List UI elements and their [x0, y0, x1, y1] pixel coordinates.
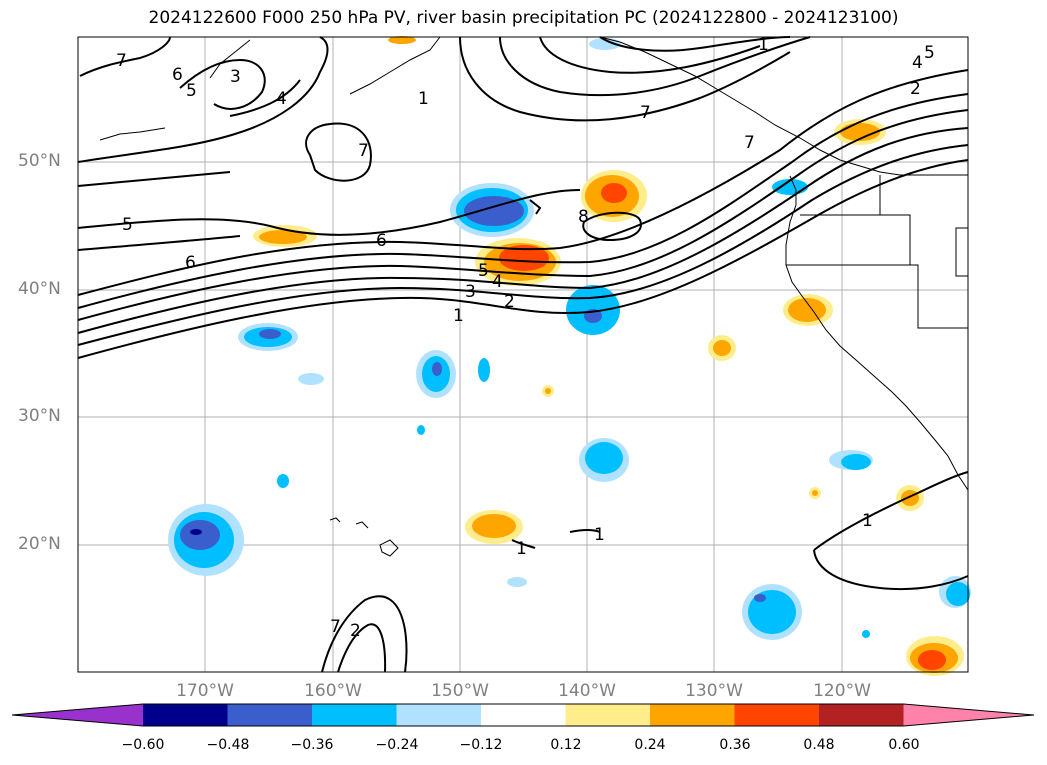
map-title: 2024122600 F000 250 hPa PV, river basin …: [148, 8, 899, 28]
pv-label: 6: [185, 253, 196, 273]
pv-label: 1: [516, 539, 527, 559]
colorbar-segment: [227, 704, 313, 726]
pv-label: 1: [594, 525, 605, 545]
pv-label: 5: [186, 81, 197, 101]
colorbar-tick: −0.48: [206, 737, 250, 753]
pv-label: 3: [465, 282, 476, 302]
colorbar-tick: 0.24: [634, 737, 666, 753]
pv-label: 1: [453, 306, 464, 326]
colorbar-segment: [481, 704, 566, 726]
pv-contour-labels: 7 6 5 3 4 7 1 7 1 5 4 2 7 5 6 6 5 4 3 2 …: [116, 35, 935, 641]
colorbar-tick: −0.36: [290, 737, 334, 753]
pv-label: 7: [116, 51, 127, 71]
pv-contours: [77, 36, 969, 673]
colorbar-segment: [650, 704, 735, 726]
lat-label-50n: 50°N: [18, 151, 61, 171]
colorbar-extend-high: [903, 704, 1034, 726]
pv-label: 6: [376, 231, 387, 251]
pv-label: 1: [418, 89, 429, 109]
colorbar-extend-low: [12, 704, 143, 726]
colorbar-segment: [819, 704, 904, 726]
pv-label: 1: [758, 35, 769, 55]
lon-label-150w: 150°W: [431, 681, 489, 701]
pv-label: 2: [504, 292, 515, 312]
pv-label: 3: [230, 67, 241, 87]
pv-label: 4: [276, 89, 287, 109]
colorbar-tick: 0.48: [803, 737, 835, 753]
lat-label-20n: 20°N: [18, 534, 61, 554]
colorbar-tick: 0.12: [550, 737, 582, 753]
colorbar-tick: −0.12: [459, 737, 503, 753]
pv-label: 4: [492, 272, 503, 292]
pv-label: 7: [640, 103, 651, 123]
pv-label: 2: [910, 79, 921, 99]
colorbar-tick: 0.60: [888, 737, 920, 753]
lat-label-30n: 30°N: [18, 406, 61, 426]
map-frame: [77, 36, 969, 673]
pv-label: 7: [330, 617, 341, 637]
colorbar: [11, 703, 1035, 727]
lon-label-140w: 140°W: [558, 681, 616, 701]
lon-label-130w: 130°W: [685, 681, 743, 701]
pv-label: 6: [172, 65, 183, 85]
pv-label: 4: [912, 53, 923, 73]
lon-label-160w: 160°W: [304, 681, 362, 701]
lat-label-40n: 40°N: [18, 279, 61, 299]
colorbar-segment: [143, 704, 228, 726]
colorbar-tick: −0.24: [375, 737, 419, 753]
pv-label: 5: [122, 215, 133, 235]
pv-label: 8: [578, 207, 589, 227]
pv-label: 2: [350, 621, 361, 641]
colorbar-segment: [565, 704, 651, 726]
lon-label-170w: 170°W: [176, 681, 234, 701]
precip-negative-blobs: [168, 38, 971, 640]
pv-label: 7: [358, 141, 369, 161]
precip-positive-blobs: [253, 36, 964, 676]
lon-label-120w: 120°W: [813, 681, 871, 701]
colorbar-segment: [396, 704, 482, 726]
pv-label: 1: [862, 511, 873, 531]
colorbar-outline: [11, 703, 1035, 727]
pv-label: 5: [924, 43, 935, 63]
colorbar-segment: [312, 704, 397, 726]
colorbar-tick: 0.36: [719, 737, 751, 753]
colorbar-tick: −0.60: [121, 737, 165, 753]
pv-label: 7: [744, 133, 755, 153]
colorbar-segment: [734, 704, 820, 726]
coastlines: [99, 36, 969, 557]
pv-label: 5: [478, 261, 489, 281]
